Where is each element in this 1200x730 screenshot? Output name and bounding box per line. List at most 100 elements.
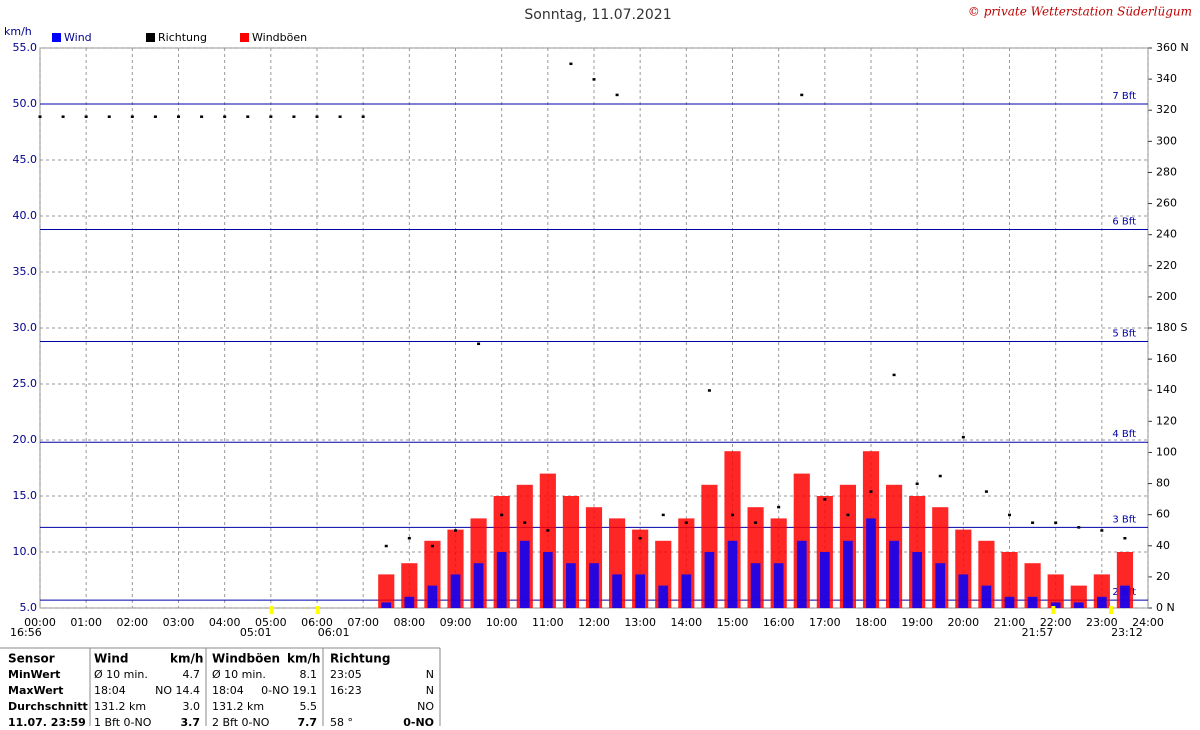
y-tick-label: 45.0	[13, 153, 38, 166]
direction-dot	[1054, 521, 1058, 524]
direction-dot	[500, 513, 504, 517]
direction-dot	[130, 115, 134, 118]
y-unit: km/h	[4, 25, 32, 38]
table-cell: 3.7	[181, 716, 201, 726]
direction-dot	[731, 513, 734, 517]
table-cell: 5.5	[300, 700, 318, 713]
bar	[1120, 585, 1130, 608]
bar	[889, 540, 899, 608]
direction-dot	[1100, 529, 1104, 532]
x-tick-label: 07:00	[347, 616, 379, 629]
sun-mark-label: 05:01	[240, 626, 272, 639]
x-tick-label: 00:00	[24, 616, 56, 629]
direction-dot	[777, 505, 781, 509]
legend-swatch	[146, 33, 155, 42]
bar	[589, 563, 599, 608]
direction-dot	[546, 529, 550, 532]
bar	[1001, 552, 1018, 608]
bar	[912, 552, 923, 608]
legend-swatch	[52, 33, 61, 42]
chart-title: Sonntag, 11.07.2021	[524, 7, 671, 23]
y2-tick-label: 60	[1156, 508, 1170, 521]
direction-dot	[338, 115, 342, 118]
y2-tick-label: 300	[1156, 134, 1177, 147]
legend-label: Richtung	[158, 31, 207, 44]
direction-dot	[938, 474, 942, 478]
x-tick-label: 20:00	[947, 616, 979, 629]
bar	[612, 574, 622, 608]
direction-dot	[269, 115, 273, 118]
direction-dot	[430, 544, 434, 548]
direction-dot	[892, 373, 896, 377]
table-cell: Ø 10 min.	[94, 668, 148, 681]
bar	[542, 552, 553, 608]
direction-dot	[1077, 526, 1081, 529]
x-tick-label: 21:00	[994, 616, 1026, 629]
direction-dot	[384, 544, 388, 548]
direction-dot	[754, 521, 758, 524]
direction-dot	[107, 115, 111, 118]
beaufort-label: 6 Bft	[1112, 216, 1136, 227]
table-cell: 4.7	[183, 668, 201, 681]
bar	[473, 563, 484, 608]
y-tick-label: 5.0	[20, 601, 38, 614]
direction-dot	[292, 115, 296, 118]
bar	[819, 552, 830, 608]
direction-dot	[477, 342, 481, 346]
sun-mark	[315, 606, 320, 614]
x-tick-label: 10:00	[486, 616, 518, 629]
y2-tick-label: 80	[1156, 477, 1170, 490]
bar	[519, 540, 530, 608]
table-cell: 11.07. 23:59	[8, 716, 86, 726]
direction-dot	[84, 115, 88, 118]
bar	[1073, 602, 1084, 608]
table-cell: 18:04	[94, 684, 126, 697]
x-tick-label: 11:00	[532, 616, 564, 629]
bar	[704, 552, 715, 608]
bar	[935, 563, 946, 608]
table-cell: 23:05	[330, 668, 362, 681]
bar	[427, 585, 438, 608]
y2-tick-label: 120	[1156, 414, 1177, 427]
x-tick-label: 01:00	[70, 616, 102, 629]
bar	[658, 585, 669, 608]
direction-dot	[684, 521, 688, 524]
x-tick-label: 02:00	[116, 616, 148, 629]
x-tick-label: 09:00	[440, 616, 472, 629]
y-tick-label: 40.0	[13, 209, 38, 222]
table-header: km/h	[287, 652, 320, 666]
table-cell: Ø 10 min.	[212, 668, 266, 681]
bar	[773, 563, 784, 608]
x-tick-label: 13:00	[624, 616, 656, 629]
table-cell: N	[426, 668, 434, 681]
day-length: 16:56	[10, 626, 42, 639]
x-tick-label: 08:00	[393, 616, 425, 629]
table-cell: NO 14.4	[155, 684, 200, 697]
direction-dot	[523, 521, 527, 524]
direction-dot	[1008, 513, 1011, 517]
direction-dot	[246, 115, 250, 118]
sun-mark	[269, 606, 274, 614]
bar	[681, 574, 692, 608]
table-cell: MaxWert	[8, 684, 63, 697]
direction-dot	[38, 115, 42, 118]
direction-dot	[177, 115, 180, 118]
table-header: Richtung	[330, 652, 390, 666]
y-tick-label: 55.0	[13, 41, 38, 54]
bar	[796, 540, 807, 608]
bar	[958, 574, 969, 608]
table-cell: 0-NO	[403, 716, 434, 726]
direction-dot	[315, 115, 319, 118]
y2-tick-label: 240	[1156, 228, 1177, 241]
table-header: Sensor	[8, 652, 55, 666]
table-header: Windböen	[212, 652, 280, 666]
direction-dot	[223, 115, 227, 118]
table-header: km/h	[170, 652, 203, 666]
sun-mark-label: 06:01	[318, 626, 350, 639]
legend-label: Windböen	[252, 31, 307, 44]
y-tick-label: 10.0	[13, 545, 38, 558]
direction-dot	[454, 529, 457, 532]
y2-tick-label: 40	[1156, 539, 1170, 552]
